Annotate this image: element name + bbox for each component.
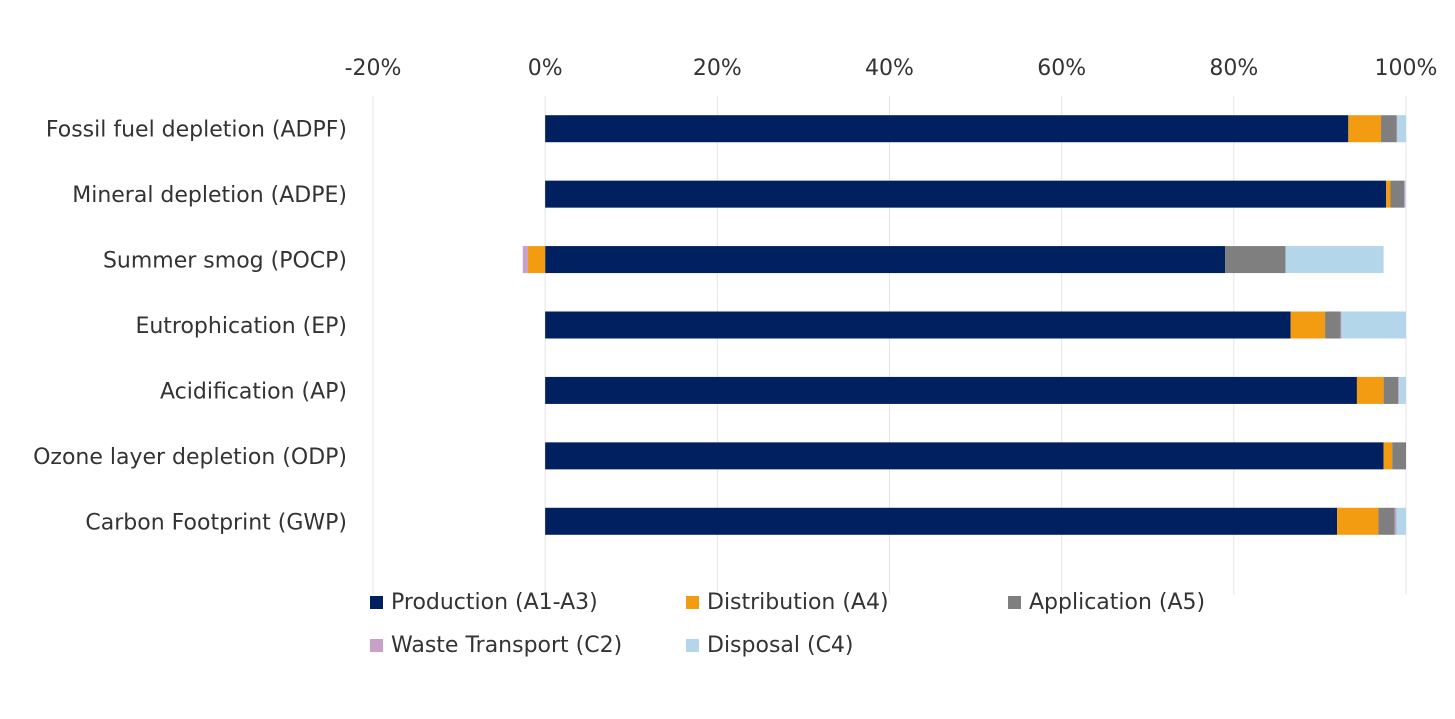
legend-label: Distribution (A4)	[707, 590, 889, 615]
y-axis-categories: Fossil fuel depletion (ADPF) Mineral depl…	[33, 118, 347, 536]
x-tick-label: -20%	[345, 56, 402, 81]
x-tick-label: 0%	[528, 56, 563, 81]
bar-segment	[527, 246, 546, 274]
legend-label: Production (A1-A3)	[391, 590, 598, 615]
bar-segment	[1290, 311, 1326, 339]
bar-segment	[1396, 115, 1398, 143]
bar-segment	[1390, 180, 1405, 208]
bar-segment	[1381, 115, 1397, 143]
bar-segment	[1225, 246, 1286, 274]
bar-segment	[545, 311, 1291, 339]
bar-segment	[1325, 311, 1341, 339]
bar-segment	[1356, 376, 1384, 404]
category-label: Eutrophication (EP)	[135, 314, 347, 339]
category-label: Mineral depletion (ADPE)	[72, 183, 347, 208]
x-axis-ticks: -20% 0% 20% 40% 60% 80% 100%	[345, 56, 1438, 81]
x-tick-label: 40%	[865, 56, 914, 81]
legend-item: Waste Transport (C2)	[370, 633, 622, 658]
x-tick-label: 80%	[1209, 56, 1258, 81]
legend-swatch	[1008, 596, 1021, 609]
category-label: Fossil fuel depletion (ADPF)	[46, 118, 347, 143]
bar-segment	[545, 180, 1387, 208]
legend-swatch	[370, 596, 383, 609]
bar-segment	[1378, 507, 1395, 535]
bar-segment	[1341, 311, 1406, 339]
bar-segment	[1386, 180, 1391, 208]
bar-segment	[1348, 115, 1382, 143]
legend-swatch	[686, 639, 699, 652]
bar-segment	[1397, 115, 1406, 143]
category-label: Carbon Footprint (GWP)	[85, 510, 347, 535]
legend-swatch	[686, 596, 699, 609]
bar-segment	[1394, 507, 1397, 535]
legend-item: Disposal (C4)	[686, 633, 854, 658]
legend-item: Distribution (A4)	[686, 590, 889, 615]
bar-segment	[1383, 442, 1393, 470]
bar-segment	[1404, 180, 1406, 208]
bar-segment	[1285, 246, 1384, 274]
legend-label: Waste Transport (C2)	[391, 633, 623, 658]
bar-segment	[1396, 507, 1406, 535]
bars	[522, 115, 1406, 535]
x-tick-label: 60%	[1037, 56, 1086, 81]
bar-segment	[1405, 180, 1406, 208]
legend-swatch	[370, 639, 383, 652]
bar-segment	[545, 246, 1226, 274]
gridlines	[372, 96, 1407, 594]
bar-segment	[522, 246, 528, 274]
category-label: Acidification (AP)	[160, 379, 347, 404]
x-tick-label: 100%	[1375, 56, 1438, 81]
category-label: Summer smog (POCP)	[103, 249, 347, 274]
legend-label: Disposal (C4)	[707, 633, 854, 658]
bar-segment	[545, 507, 1338, 535]
legend-item: Application (A5)	[1008, 590, 1205, 615]
bar-segment	[1398, 376, 1400, 404]
bar-segment	[1399, 376, 1406, 404]
legend-label: Application (A5)	[1029, 590, 1206, 615]
bar-segment	[1337, 507, 1379, 535]
x-tick-label: 20%	[693, 56, 742, 81]
bar-segment	[1383, 376, 1399, 404]
bar-segment	[1340, 311, 1342, 339]
legend-item: Production (A1-A3)	[370, 590, 598, 615]
bar-segment	[545, 442, 1384, 470]
bar-segment	[545, 115, 1349, 143]
bar-segment	[545, 376, 1357, 404]
category-label: Ozone layer depletion (ODP)	[33, 445, 347, 470]
bar-segment	[1392, 442, 1406, 470]
